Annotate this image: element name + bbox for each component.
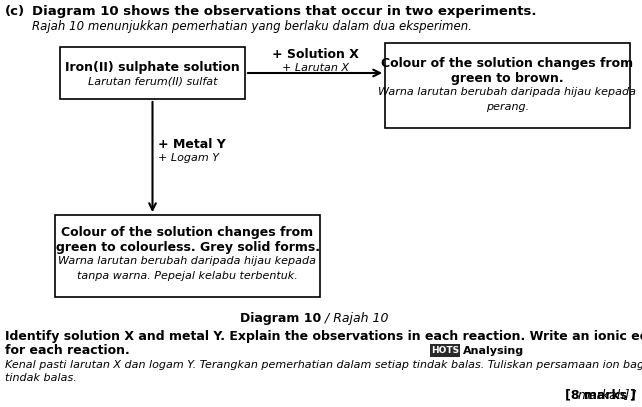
Text: Warna larutan berubah daripada hijau kepada: Warna larutan berubah daripada hijau kep…: [379, 87, 636, 97]
Text: HOTS: HOTS: [431, 346, 459, 355]
Text: Warna larutan berubah daripada hijau kepada: Warna larutan berubah daripada hijau kep…: [58, 256, 317, 266]
Text: Kenal pasti larutan X dan logam Y. Terangkan pemerhatian dalam setiap tindak bal: Kenal pasti larutan X dan logam Y. Teran…: [5, 360, 642, 370]
Text: Iron(II) sulphate solution: Iron(II) sulphate solution: [65, 61, 240, 74]
Text: / Rajah 10: / Rajah 10: [321, 312, 388, 325]
Text: [8 marks /: [8 marks /: [565, 388, 641, 401]
Text: Analysing: Analysing: [463, 346, 524, 355]
Text: perang.: perang.: [486, 102, 529, 112]
Text: Rajah 10 menunjukkan pemerhatian yang berlaku dalam dua eksperimen.: Rajah 10 menunjukkan pemerhatian yang be…: [32, 20, 472, 33]
Text: Diagram 10 shows the observations that occur in two experiments.: Diagram 10 shows the observations that o…: [32, 5, 537, 18]
Text: Diagram 10: Diagram 10: [239, 312, 321, 325]
Text: + Logam Y: + Logam Y: [157, 153, 218, 163]
Text: Larutan ferum(II) sulfat: Larutan ferum(II) sulfat: [88, 77, 217, 87]
Text: (c): (c): [5, 5, 25, 18]
Text: ]: ]: [629, 388, 635, 401]
Text: green to colourless. Grey solid forms.: green to colourless. Grey solid forms.: [55, 241, 320, 254]
Text: Identify solution X and metal Y. Explain the observations in each reaction. Writ: Identify solution X and metal Y. Explain…: [5, 330, 642, 343]
Text: + Solution X: + Solution X: [272, 48, 358, 61]
Text: + Metal Y: + Metal Y: [157, 138, 225, 151]
FancyBboxPatch shape: [430, 344, 460, 357]
Bar: [55, 215, 320, 297]
Text: + Larutan X: + Larutan X: [281, 63, 349, 73]
Text: Colour of the solution changes from: Colour of the solution changes from: [381, 57, 634, 70]
Bar: [385, 43, 630, 128]
Text: tindak balas.: tindak balas.: [5, 373, 77, 383]
Bar: [60, 47, 245, 99]
Text: tanpa warna. Pepejal kelabu terbentuk.: tanpa warna. Pepejal kelabu terbentuk.: [77, 271, 298, 281]
Text: for each reaction.: for each reaction.: [5, 344, 130, 357]
Text: Colour of the solution changes from: Colour of the solution changes from: [62, 226, 313, 239]
Text: markah]: markah]: [578, 388, 630, 401]
Text: green to brown.: green to brown.: [451, 72, 564, 85]
